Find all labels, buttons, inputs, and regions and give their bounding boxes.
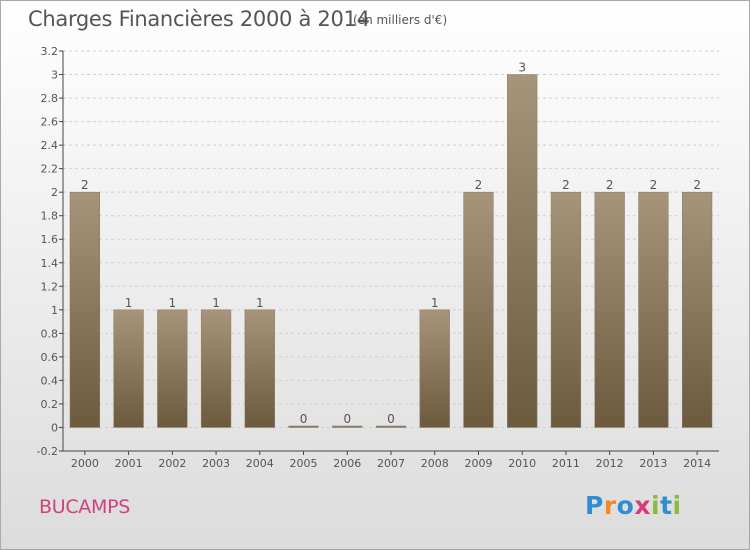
bar: [244, 309, 275, 428]
data-label: 0: [343, 412, 351, 426]
data-label: 2: [81, 178, 89, 192]
bar: [288, 425, 319, 428]
data-label: 1: [431, 296, 439, 310]
y-tick-label: 2.4: [41, 139, 59, 152]
y-tick-label: 3: [51, 69, 58, 82]
bar: [113, 309, 144, 428]
bar: [682, 191, 713, 428]
logo-letter: i: [651, 491, 661, 520]
x-tick-label: 2001: [115, 457, 143, 470]
bar: [69, 191, 100, 428]
data-label: 1: [125, 296, 133, 310]
x-tick-label: 2010: [508, 457, 536, 470]
data-label: 1: [212, 296, 220, 310]
y-tick-label: -0.2: [37, 445, 58, 458]
data-label: 1: [256, 296, 264, 310]
y-tick-label: 2: [51, 186, 58, 199]
logo-letter: i: [672, 491, 682, 520]
bar: [419, 309, 450, 428]
logo-letter: t: [660, 491, 673, 520]
bars: [69, 74, 713, 428]
x-tick-label: 2005: [290, 457, 318, 470]
bar: [507, 74, 538, 428]
x-tick-label: 2000: [71, 457, 99, 470]
x-tick-label: 2013: [639, 457, 667, 470]
commune-name: BUCAMPS: [39, 496, 131, 518]
x-tick-label: 2006: [333, 457, 361, 470]
x-tick-label: 2007: [377, 457, 405, 470]
chart-subtitle: (en milliers d'€): [353, 13, 448, 27]
y-tick-label: 0.6: [41, 351, 59, 364]
chart-title: Charges Financières 2000 à 2014: [28, 7, 370, 31]
data-label: 1: [169, 296, 177, 310]
bar: [200, 309, 232, 428]
bar: [157, 309, 188, 428]
y-tick-label: 3.2: [41, 45, 59, 58]
y-tick-label: 0.8: [41, 327, 59, 340]
data-label: 2: [475, 178, 483, 192]
x-tick-label: 2002: [158, 457, 186, 470]
bar: [375, 425, 407, 428]
y-tick-label: 1.2: [41, 280, 59, 293]
data-label: 2: [650, 178, 658, 192]
logo-letter: o: [616, 491, 635, 520]
x-tick-label: 2009: [464, 457, 492, 470]
y-tick-label: 1: [51, 304, 58, 317]
x-tick-label: 2004: [246, 457, 274, 470]
proxiti-logo: Proxiti: [585, 491, 682, 520]
x-tick-label: 2014: [683, 457, 711, 470]
data-label: 2: [562, 178, 570, 192]
y-tick-label: 1.4: [41, 257, 59, 270]
y-tick-label: 0.2: [41, 398, 59, 411]
axes: [59, 50, 719, 455]
y-tick-label: 1.8: [41, 210, 59, 223]
data-label: 2: [693, 178, 701, 192]
labels: -0.2 0 0.2 0.4 0.6 0.8 1 1.2 1.4 1.6 1.8 2 2.2 2.4 2.6…: [37, 45, 712, 470]
x-tick-label: 2008: [421, 457, 449, 470]
x-tick-label: 2012: [596, 457, 624, 470]
bar: [594, 191, 625, 428]
y-tick-label: 0: [51, 421, 58, 434]
data-label: 0: [300, 412, 308, 426]
x-tick-label: 2011: [552, 457, 580, 470]
bar: [332, 425, 363, 428]
y-tick-label: 2.8: [41, 92, 59, 105]
y-tick-label: 0.4: [41, 374, 59, 387]
y-tick-label: 1.6: [41, 233, 59, 246]
logo-letter: x: [634, 491, 651, 520]
bar: [550, 191, 582, 428]
data-label: 2: [606, 178, 614, 192]
logo-letter: P: [585, 491, 604, 520]
data-label: 0: [387, 412, 395, 426]
bar: [638, 191, 669, 428]
y-tick-label: 2.2: [41, 163, 59, 176]
bar: [463, 191, 494, 428]
data-label: 3: [518, 61, 526, 75]
x-tick-label: 2003: [202, 457, 230, 470]
logo-letter: r: [603, 491, 617, 520]
y-tick-label: 2.6: [41, 116, 59, 129]
